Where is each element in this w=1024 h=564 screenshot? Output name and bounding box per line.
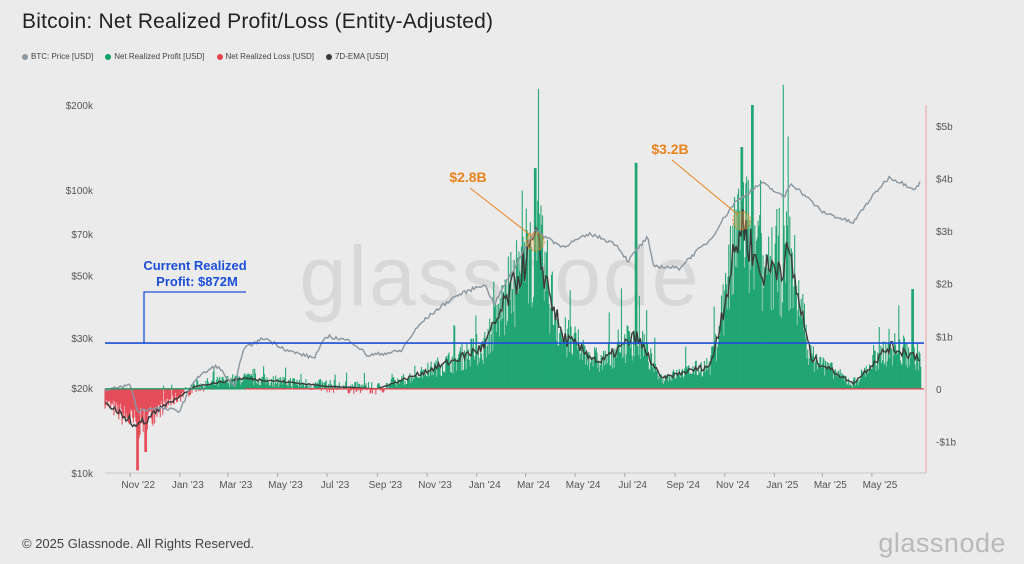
- x-tick-label: Mar '25: [814, 480, 847, 491]
- peak-callout-label: $3.2B: [651, 141, 688, 157]
- left-tick-label: $70k: [71, 230, 94, 241]
- right-tick-label: $4b: [936, 175, 953, 186]
- x-tick-label: Jul '23: [321, 480, 350, 491]
- legend-item-price[interactable]: BTC: Price [USD]: [22, 52, 93, 61]
- current-profit-label-line1: Current Realized: [143, 258, 246, 273]
- legend-label-ema: 7D-EMA [USD]: [334, 52, 389, 61]
- x-tick-label: May '24: [566, 480, 601, 491]
- current-profit-label-line2: Profit: $872M: [156, 274, 238, 289]
- right-tick-label: $1b: [936, 332, 953, 343]
- legend-label-loss: Net Realized Loss [USD]: [225, 52, 314, 61]
- x-tick-label: Jul '24: [618, 480, 647, 491]
- x-tick-label: Mar '23: [219, 480, 252, 491]
- x-tick-label: Nov '24: [716, 480, 750, 491]
- legend-label-profit: Net Realized Profit [USD]: [114, 52, 205, 61]
- legend-dot-profit: [105, 53, 112, 60]
- legend-item-profit[interactable]: Net Realized Profit [USD]: [105, 52, 205, 61]
- x-tick-label: Nov '22: [121, 480, 155, 491]
- left-tick-label: $50k: [71, 271, 94, 282]
- x-tick-label: Sep '23: [369, 480, 403, 491]
- x-tick-label: May '25: [863, 480, 898, 491]
- peak-highlight-circle: [732, 211, 752, 231]
- chart-title: Bitcoin: Net Realized Profit/Loss (Entit…: [22, 10, 494, 33]
- legend-item-loss[interactable]: Net Realized Loss [USD]: [216, 52, 314, 61]
- x-tick-label: Mar '24: [517, 480, 550, 491]
- legend-item-ema[interactable]: 7D-EMA [USD]: [325, 52, 389, 61]
- left-tick-label: $20k: [71, 384, 94, 395]
- brand-logo: glassnode: [878, 528, 1006, 558]
- right-tick-label: $3b: [936, 227, 953, 238]
- current-profit-bracket: [143, 291, 246, 344]
- left-tick-label: $30k: [71, 334, 94, 345]
- right-tick-label: 0: [936, 385, 942, 396]
- right-tick-label: -$1b: [936, 437, 956, 448]
- left-tick-label: $200k: [66, 101, 94, 112]
- left-tick-label: $100k: [66, 186, 94, 197]
- peak-callout-line: [671, 159, 739, 216]
- peak-highlight-circle: [525, 232, 545, 252]
- x-tick-label: May '23: [268, 480, 303, 491]
- peak-callout-label: $2.8B: [449, 169, 486, 185]
- x-tick-label: Sep '24: [666, 480, 700, 491]
- legend-dot-loss: [216, 53, 223, 60]
- right-tick-label: $2b: [936, 280, 953, 291]
- legend-dot-ema: [325, 53, 332, 60]
- legend-dot-price: [22, 53, 28, 60]
- peak-callout-line: [469, 187, 532, 237]
- copyright-footer: © 2025 Glassnode. All Rights Reserved.: [22, 536, 255, 551]
- x-tick-label: Jan '25: [766, 480, 798, 491]
- x-tick-label: Jan '23: [172, 480, 204, 491]
- btc-price-line: [104, 175, 921, 414]
- right-tick-label: $5b: [936, 122, 953, 133]
- left-tick-label: $10k: [71, 469, 94, 480]
- legend: BTC: Price [USD] Net Realized Profit [US…: [22, 52, 388, 61]
- ema-7d-line: [104, 208, 921, 428]
- x-tick-label: Nov '23: [418, 480, 452, 491]
- legend-label-price: BTC: Price [USD]: [31, 52, 94, 61]
- x-tick-label: Jan '24: [469, 480, 501, 491]
